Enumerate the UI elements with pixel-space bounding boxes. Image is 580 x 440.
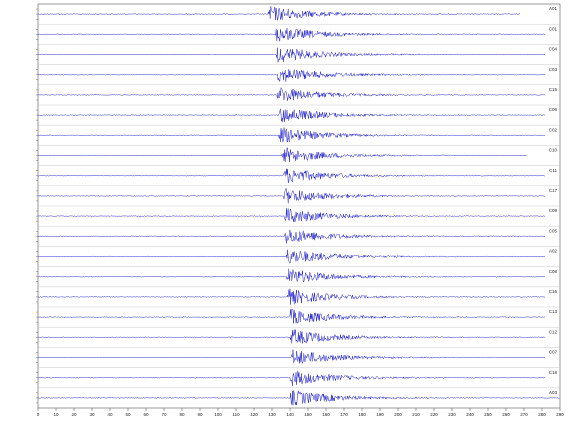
station-label: C05 [549, 228, 558, 233]
station-label: C17 [549, 188, 558, 193]
trace [37, 329, 546, 344]
trace [37, 168, 546, 184]
station-label: C04 [549, 47, 558, 52]
x-tick-label: 110 [232, 412, 240, 417]
x-tick-label: 280 [538, 412, 546, 417]
x-tick-label: 260 [502, 412, 510, 417]
x-tick-label: 220 [430, 412, 438, 417]
x-tick-label: 180 [358, 412, 366, 417]
station-label: A01 [549, 6, 558, 11]
trace [37, 86, 546, 101]
station-label: A02 [549, 249, 558, 254]
x-tick-label: 80 [179, 412, 185, 417]
trace [37, 249, 546, 264]
trace [37, 268, 546, 283]
trace [37, 390, 560, 406]
trace [37, 147, 528, 163]
station-label: C12 [549, 329, 558, 334]
station-label: C02 [549, 127, 558, 132]
trace [37, 308, 546, 324]
trace [37, 69, 546, 83]
trace [37, 6, 520, 21]
x-tick-label: 170 [340, 412, 348, 417]
x-tick-label: 200 [394, 412, 402, 417]
x-tick-label: 250 [484, 412, 492, 417]
x-tick-label: 210 [412, 412, 420, 417]
station-label: C03 [549, 67, 558, 72]
station-label: C18 [549, 370, 558, 375]
x-tick-label: 20 [71, 412, 77, 417]
trace [37, 370, 546, 387]
station-label: C16 [549, 289, 558, 294]
station-label: C13 [549, 309, 558, 314]
x-tick-label: 190 [376, 412, 384, 417]
station-label: C09 [549, 208, 558, 213]
station-label: C01 [549, 26, 558, 31]
x-tick-label: 100 [214, 412, 222, 417]
x-tick-label: 90 [197, 412, 203, 417]
x-tick-label: 10 [53, 412, 59, 417]
trace [37, 288, 546, 305]
x-tick-label: 140 [286, 412, 294, 417]
trace [37, 208, 546, 223]
x-tick-label: 160 [322, 412, 330, 417]
x-tick-label: 240 [466, 412, 474, 417]
trace [37, 188, 546, 204]
x-tick-label: 70 [161, 412, 167, 417]
station-label: C10 [549, 148, 558, 153]
station-label: C07 [549, 350, 558, 355]
station-label: C06 [549, 107, 558, 112]
station-label: C11 [549, 168, 557, 173]
station-label: C15 [549, 87, 558, 92]
x-tick-label: 50 [125, 412, 131, 417]
station-label: C08 [549, 269, 558, 274]
x-tick-label: 0 [37, 412, 40, 417]
x-tick-label: 270 [520, 412, 528, 417]
station-label: A03 [549, 390, 558, 395]
x-tick-label: 30 [89, 412, 95, 417]
trace [37, 229, 546, 244]
x-tick-label: 60 [143, 412, 149, 417]
x-tick-label: 130 [268, 412, 276, 417]
x-tick-label: 120 [250, 412, 258, 417]
trace [37, 28, 546, 42]
x-tick-label: 230 [448, 412, 456, 417]
trace [37, 349, 546, 365]
x-tick-label: 290 [556, 412, 564, 417]
x-tick-label: 150 [304, 412, 312, 417]
trace [37, 47, 546, 63]
x-tick-label: 40 [107, 412, 113, 417]
trace [37, 108, 546, 123]
trace [37, 127, 546, 143]
